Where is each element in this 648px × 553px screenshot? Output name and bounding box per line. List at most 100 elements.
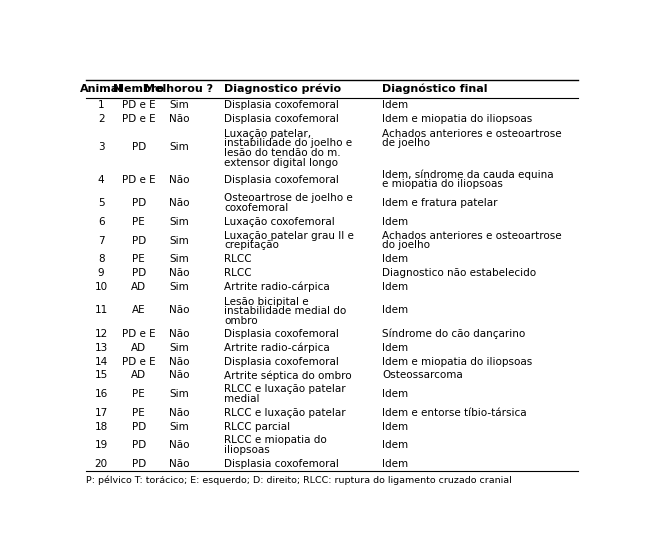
Text: iliopsoas: iliopsoas bbox=[224, 445, 270, 455]
Text: PD: PD bbox=[132, 268, 146, 278]
Text: Achados anteriores e osteoartrose: Achados anteriores e osteoartrose bbox=[382, 129, 562, 139]
Text: Idem: Idem bbox=[382, 217, 408, 227]
Text: Membro: Membro bbox=[113, 84, 164, 94]
Text: PD: PD bbox=[132, 198, 146, 208]
Text: medial: medial bbox=[224, 394, 260, 404]
Text: 12: 12 bbox=[95, 329, 108, 339]
Text: Não: Não bbox=[168, 268, 189, 278]
Text: Sim: Sim bbox=[169, 421, 189, 432]
Text: 7: 7 bbox=[98, 236, 104, 246]
Text: PD: PD bbox=[132, 142, 146, 152]
Text: 1: 1 bbox=[98, 100, 104, 109]
Text: Não: Não bbox=[168, 305, 189, 315]
Text: PD e E: PD e E bbox=[122, 113, 156, 123]
Text: Não: Não bbox=[168, 329, 189, 339]
Text: 16: 16 bbox=[95, 389, 108, 399]
Text: Displasia coxofemoral: Displasia coxofemoral bbox=[224, 175, 339, 185]
Text: Não: Não bbox=[168, 175, 189, 185]
Text: Achados anteriores e osteoartrose: Achados anteriores e osteoartrose bbox=[382, 231, 562, 241]
Text: 11: 11 bbox=[95, 305, 108, 315]
Text: Idem: Idem bbox=[382, 343, 408, 353]
Text: Idem e miopatia do iliopsoas: Idem e miopatia do iliopsoas bbox=[382, 113, 533, 123]
Text: Idem: Idem bbox=[382, 389, 408, 399]
Text: Não: Não bbox=[168, 113, 189, 123]
Text: PE: PE bbox=[132, 408, 145, 418]
Text: 6: 6 bbox=[98, 217, 104, 227]
Text: Displasia coxofemoral: Displasia coxofemoral bbox=[224, 113, 339, 123]
Text: 17: 17 bbox=[95, 408, 108, 418]
Text: Idem e entorse tíbio-társica: Idem e entorse tíbio-társica bbox=[382, 408, 527, 418]
Text: Luxação patelar,: Luxação patelar, bbox=[224, 129, 311, 139]
Text: Idem: Idem bbox=[382, 254, 408, 264]
Text: do joelho: do joelho bbox=[382, 240, 430, 251]
Text: lesão do tendão do m.: lesão do tendão do m. bbox=[224, 148, 341, 158]
Text: Não: Não bbox=[168, 198, 189, 208]
Text: AD: AD bbox=[131, 343, 146, 353]
Text: Artrite séptica do ombro: Artrite séptica do ombro bbox=[224, 370, 352, 380]
Text: Displasia coxofemoral: Displasia coxofemoral bbox=[224, 100, 339, 109]
Text: Melhorou ?: Melhorou ? bbox=[145, 84, 213, 94]
Text: PD e E: PD e E bbox=[122, 175, 156, 185]
Text: 13: 13 bbox=[95, 343, 108, 353]
Text: Luxação patelar grau II e: Luxação patelar grau II e bbox=[224, 231, 354, 241]
Text: PE: PE bbox=[132, 217, 145, 227]
Text: Displasia coxofemoral: Displasia coxofemoral bbox=[224, 329, 339, 339]
Text: ombro: ombro bbox=[224, 316, 258, 326]
Text: PD: PD bbox=[132, 459, 146, 469]
Text: RLCC: RLCC bbox=[224, 254, 252, 264]
Text: RLCC: RLCC bbox=[224, 268, 252, 278]
Text: Osteoartrose de joelho e: Osteoartrose de joelho e bbox=[224, 194, 353, 204]
Text: Luxação coxofemoral: Luxação coxofemoral bbox=[224, 217, 335, 227]
Text: Idem: Idem bbox=[382, 282, 408, 292]
Text: RLCC e luxação patelar: RLCC e luxação patelar bbox=[224, 384, 346, 394]
Text: extensor digital longo: extensor digital longo bbox=[224, 158, 338, 168]
Text: e miopatia do iliopsoas: e miopatia do iliopsoas bbox=[382, 180, 503, 190]
Text: Idem e fratura patelar: Idem e fratura patelar bbox=[382, 198, 498, 208]
Text: PD: PD bbox=[132, 440, 146, 450]
Text: RLCC parcial: RLCC parcial bbox=[224, 421, 290, 432]
Text: Não: Não bbox=[168, 440, 189, 450]
Text: 14: 14 bbox=[95, 357, 108, 367]
Text: PD e E: PD e E bbox=[122, 357, 156, 367]
Text: Idem: Idem bbox=[382, 440, 408, 450]
Text: crepitação: crepitação bbox=[224, 240, 279, 251]
Text: Lesão bicipital e: Lesão bicipital e bbox=[224, 296, 308, 306]
Text: Não: Não bbox=[168, 408, 189, 418]
Text: 10: 10 bbox=[95, 282, 108, 292]
Text: Artrite radio-cárpica: Artrite radio-cárpica bbox=[224, 281, 330, 292]
Text: 3: 3 bbox=[98, 142, 104, 152]
Text: instabilidade medial do: instabilidade medial do bbox=[224, 306, 347, 316]
Text: PD: PD bbox=[132, 421, 146, 432]
Text: PD e E: PD e E bbox=[122, 100, 156, 109]
Text: Não: Não bbox=[168, 371, 189, 380]
Text: Sim: Sim bbox=[169, 142, 189, 152]
Text: Idem: Idem bbox=[382, 421, 408, 432]
Text: Sim: Sim bbox=[169, 343, 189, 353]
Text: Sim: Sim bbox=[169, 217, 189, 227]
Text: RLCC e miopatia do: RLCC e miopatia do bbox=[224, 435, 327, 445]
Text: RLCC e luxação patelar: RLCC e luxação patelar bbox=[224, 408, 346, 418]
Text: AD: AD bbox=[131, 282, 146, 292]
Text: PE: PE bbox=[132, 254, 145, 264]
Text: Displasia coxofemoral: Displasia coxofemoral bbox=[224, 459, 339, 469]
Text: instabilidade do joelho e: instabilidade do joelho e bbox=[224, 138, 353, 148]
Text: 20: 20 bbox=[95, 459, 108, 469]
Text: 15: 15 bbox=[95, 371, 108, 380]
Text: Artrite radio-cárpica: Artrite radio-cárpica bbox=[224, 342, 330, 353]
Text: de joelho: de joelho bbox=[382, 138, 430, 148]
Text: 8: 8 bbox=[98, 254, 104, 264]
Text: Diagnostico não estabelecido: Diagnostico não estabelecido bbox=[382, 268, 537, 278]
Text: Não: Não bbox=[168, 459, 189, 469]
Text: AE: AE bbox=[132, 305, 146, 315]
Text: Diagnostico prévio: Diagnostico prévio bbox=[224, 84, 341, 94]
Text: Osteossarcoma: Osteossarcoma bbox=[382, 371, 463, 380]
Text: Idem: Idem bbox=[382, 100, 408, 109]
Text: Diagnóstico final: Diagnóstico final bbox=[382, 84, 488, 94]
Text: Síndrome do cão dançarino: Síndrome do cão dançarino bbox=[382, 328, 526, 339]
Text: Sim: Sim bbox=[169, 282, 189, 292]
Text: 9: 9 bbox=[98, 268, 104, 278]
Text: Animal: Animal bbox=[80, 84, 122, 94]
Text: 2: 2 bbox=[98, 113, 104, 123]
Text: PD: PD bbox=[132, 236, 146, 246]
Text: AD: AD bbox=[131, 371, 146, 380]
